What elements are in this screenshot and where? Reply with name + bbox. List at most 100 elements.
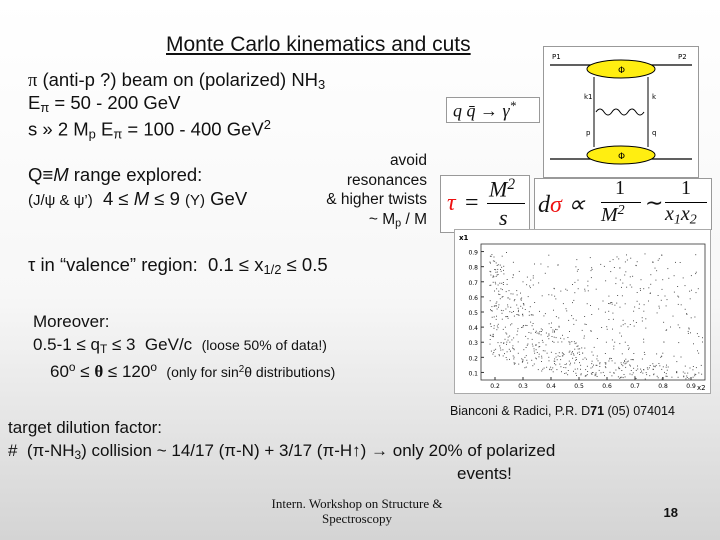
p2-label: P2 [678,53,687,61]
scatter-point [587,280,589,282]
scatter-point [632,275,634,277]
scatter-point [690,317,692,319]
scatter-point [687,372,689,374]
scatter-point [643,304,645,306]
scatter-point [554,295,556,297]
scatter-point [611,339,613,341]
scatter-point [665,375,667,377]
scatter-point [620,325,622,327]
scatter-point [493,352,495,353]
scatter-point [661,288,663,290]
scatter-point [665,329,667,331]
y-tick-label: 0.1 [468,370,478,377]
scatter-point [501,318,503,320]
scatter-point [644,354,646,355]
scatter-point [532,277,534,279]
scatter-point [498,290,500,292]
p-label: p [586,129,591,137]
scatter-point [684,365,686,367]
scatter-point [657,377,659,379]
scatter-point [644,253,646,255]
scatter-point [536,358,537,360]
scatter-point [677,324,679,326]
scatter-point [525,366,527,368]
y-tick-label: 0.8 [468,265,478,272]
scatter-point [538,353,540,355]
scatter-point [542,368,544,370]
scatter-point [503,265,505,267]
scatter-point [600,263,602,265]
scatter-point [489,284,491,286]
scatter-point [502,296,504,297]
scatter-point [665,373,667,375]
scatter-point [572,284,573,285]
scatter-point [521,358,523,360]
scatter-point [603,265,605,267]
y-tick-label: 0.9 [468,250,478,257]
scatter-point [561,355,563,357]
scatter-point [495,302,497,304]
scatter-point [523,349,525,351]
scatter-point [492,281,494,283]
scatter-point [676,361,678,363]
scatter-point [575,342,577,344]
scatter-point [506,283,508,285]
scatter-point [695,374,697,375]
scatter-point [665,366,667,368]
scatter-point [640,279,642,281]
scatter-point [600,372,602,374]
scatter-point [587,371,589,372]
scatter-point [625,358,627,360]
scatter-point [618,366,620,368]
scatter-point [610,302,612,303]
scatter-point [648,287,650,289]
scatter-point [697,288,699,290]
scatter-point [503,269,504,271]
scatter-point [520,305,522,307]
scatter-point [593,346,595,348]
scatter-point [648,367,650,369]
tau-numerator: M2 [489,176,516,202]
scatter-point [517,341,519,343]
scatter-point [564,364,566,365]
s-line: s » 2 Mp Eπ = 100 - 400 GeV2 [28,117,271,142]
scatter-point [578,351,580,353]
scatter-point [527,338,529,340]
scatter-point [577,348,579,350]
scatter-point [591,314,593,315]
scatter-point [565,308,567,310]
scatter-point [635,264,637,266]
scatter-point [590,330,592,332]
y-tick-label: 0.6 [468,295,478,302]
scatter-point [666,369,668,371]
scatter-point [512,355,514,357]
scatter-point [583,337,585,339]
scatter-point [698,352,700,354]
scatter-point [562,355,564,357]
scatter-point [621,376,623,378]
scatter-point [575,359,577,361]
scatter-point [497,264,499,266]
scatter-point [559,356,561,357]
scatter-point [528,314,530,316]
scatter-point [694,373,696,375]
scatter-point [509,311,511,313]
scatter-point [499,298,501,300]
scatter-point [520,298,522,300]
scatter-point [525,347,527,348]
scatter-point [531,314,533,316]
beam-line: π (anti-p ?) beam on (polarized) NH3 [28,69,326,93]
scatter-point [502,310,504,312]
scatter-point [497,268,499,270]
scatter-point [552,371,554,373]
scatter-point [526,344,528,346]
scatter-point [553,360,555,362]
scatter-point [552,367,554,369]
scatter-point [633,320,634,322]
scatter-point [624,274,626,276]
scatter-point [505,316,507,318]
scatter-point [598,369,600,371]
scatter-point [624,363,626,365]
scatter-point [658,305,660,307]
slide-title: Monte Carlo kinematics and cuts [166,33,471,56]
